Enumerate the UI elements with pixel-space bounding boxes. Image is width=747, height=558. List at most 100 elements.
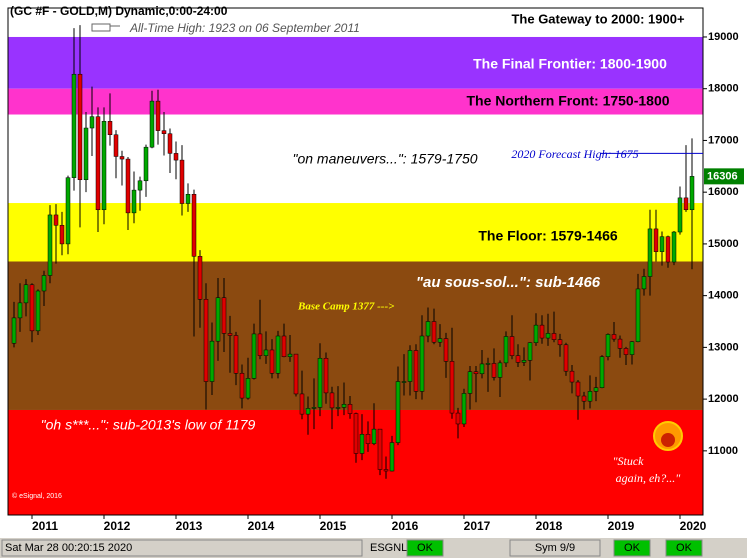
candle-body [197,256,203,300]
candle-body [233,335,239,374]
pointing-hand-icon [91,23,120,32]
last-price-label: 16306 [707,170,738,182]
candle-body [305,408,311,415]
chart-subtitle: All-Time High: 1923 on 06 September 2011 [129,21,360,35]
candle-body [683,197,689,211]
x-tick-label: 2012 [104,519,131,533]
candle-body [119,156,125,160]
candle-body [359,434,365,454]
candle-body [263,349,269,356]
candle-body [167,133,173,154]
candle-body [563,344,569,372]
x-tick-label: 2013 [176,519,203,533]
band-label: The Floor: 1579-1466 [478,228,617,244]
candle-body [455,412,461,425]
candle-body [59,225,65,245]
candle-body [581,395,587,402]
candle-body [407,350,413,382]
candle-body [95,116,101,211]
y-tick-label: 13000 [708,341,739,353]
candle-body [629,341,635,355]
candle-body [467,371,473,394]
candle-body [227,333,233,336]
candle-body [587,391,593,402]
candle-body [317,357,323,408]
candle-body [527,342,533,361]
y-tick-label: 17000 [708,134,739,146]
candle-body [173,153,179,161]
candle-body [125,158,131,214]
candle-body [341,404,347,408]
candle-body [551,333,557,340]
candle-body [239,372,245,399]
candle-body [401,381,407,383]
candle-body [365,434,371,444]
x-tick-label: 2014 [248,519,275,533]
candle-body [161,130,167,134]
status-time: Sat Mar 28 00:20:15 2020 [5,542,132,554]
candle-body [269,349,275,374]
annotation: again, eh?..." [616,471,682,485]
annotation: "Stuck [612,454,644,468]
candle-body [191,193,197,257]
candle-body [251,333,257,379]
candle-body [377,428,383,470]
candle-body [437,338,443,343]
candle-body [137,180,143,191]
x-tick-label: 2017 [464,519,491,533]
candle-body [449,361,455,414]
y-tick-label: 16000 [708,186,739,198]
candle-body [605,334,611,357]
x-tick-label: 2016 [392,519,419,533]
candle-body [299,393,305,415]
candle-body [293,353,299,395]
candle-body [689,176,695,211]
candle-body [599,356,605,388]
candle-body [221,297,227,334]
candle-body [71,73,77,178]
candle-body [617,338,623,349]
candle-body [389,442,395,472]
candle-body [281,335,287,357]
candle-body [611,334,617,340]
band-label: The Northern Front: 1750-1800 [466,93,669,109]
candle-body [347,404,353,414]
candle-body [11,317,17,344]
y-tick-label: 12000 [708,393,739,405]
status-cell [509,539,601,557]
candle-body [323,357,329,394]
annotation: Base Camp 1377 ---> [297,301,394,313]
plot-frame [7,7,704,516]
candle-body [215,297,221,342]
candle-body [83,127,89,181]
candle-body [89,116,95,129]
candle-body [53,214,59,226]
band-label: The Gateway to 2000: 1900+ [511,11,684,26]
candle-body [275,335,281,374]
candle-body [593,387,599,392]
candle-body [545,333,551,339]
candle-body [353,413,359,454]
status-feed: ESGNL: [370,542,410,554]
candle-body [23,284,29,304]
candle-body [515,355,521,363]
candle-body [623,348,629,355]
y-tick-label: 11000 [708,445,738,457]
candle-body [425,321,431,337]
x-tick-label: 2015 [320,519,347,533]
candle-body [335,407,341,409]
candle-body [203,299,209,382]
candle-body [131,189,137,214]
band-label: "oh s***...": sub-2013's low of 1179 [41,417,256,433]
candle-body [245,378,251,399]
candle-body [77,73,83,181]
y-tick-label: 19000 [708,31,739,43]
candle-body [473,371,479,375]
status-ok: OK [417,542,434,554]
x-tick-label: 2020 [680,519,707,533]
candle-body [635,288,641,342]
candle-body [665,236,671,263]
candle-body [431,321,437,343]
flame-face [661,433,675,447]
